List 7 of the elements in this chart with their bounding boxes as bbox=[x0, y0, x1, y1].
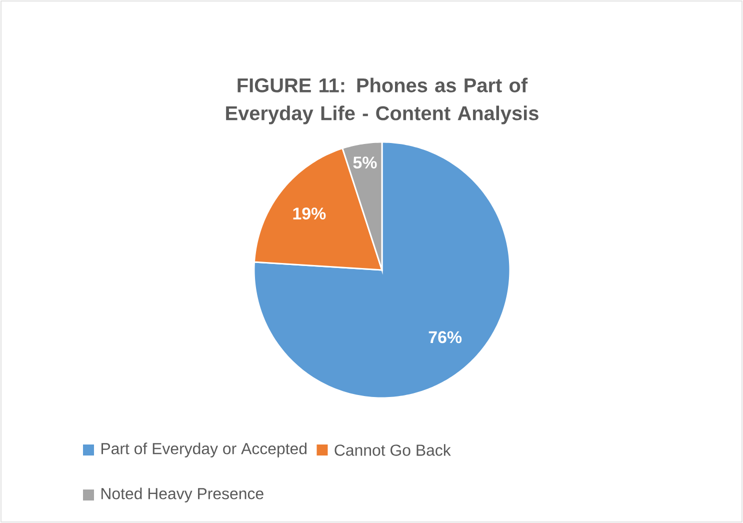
legend-label: Noted Heavy Presence bbox=[102, 488, 264, 502]
data-label: 19% bbox=[293, 208, 326, 220]
legend-label: Part of Everyday or Accepted bbox=[102, 442, 306, 458]
chart-title: FIGURE 11: Phones as Part of Everyday Life - Content Analysis bbox=[226, 78, 538, 124]
legend-label: Cannot Go Back bbox=[334, 444, 451, 456]
data-label: 5% bbox=[353, 156, 377, 169]
data-label: 76% bbox=[428, 331, 462, 344]
